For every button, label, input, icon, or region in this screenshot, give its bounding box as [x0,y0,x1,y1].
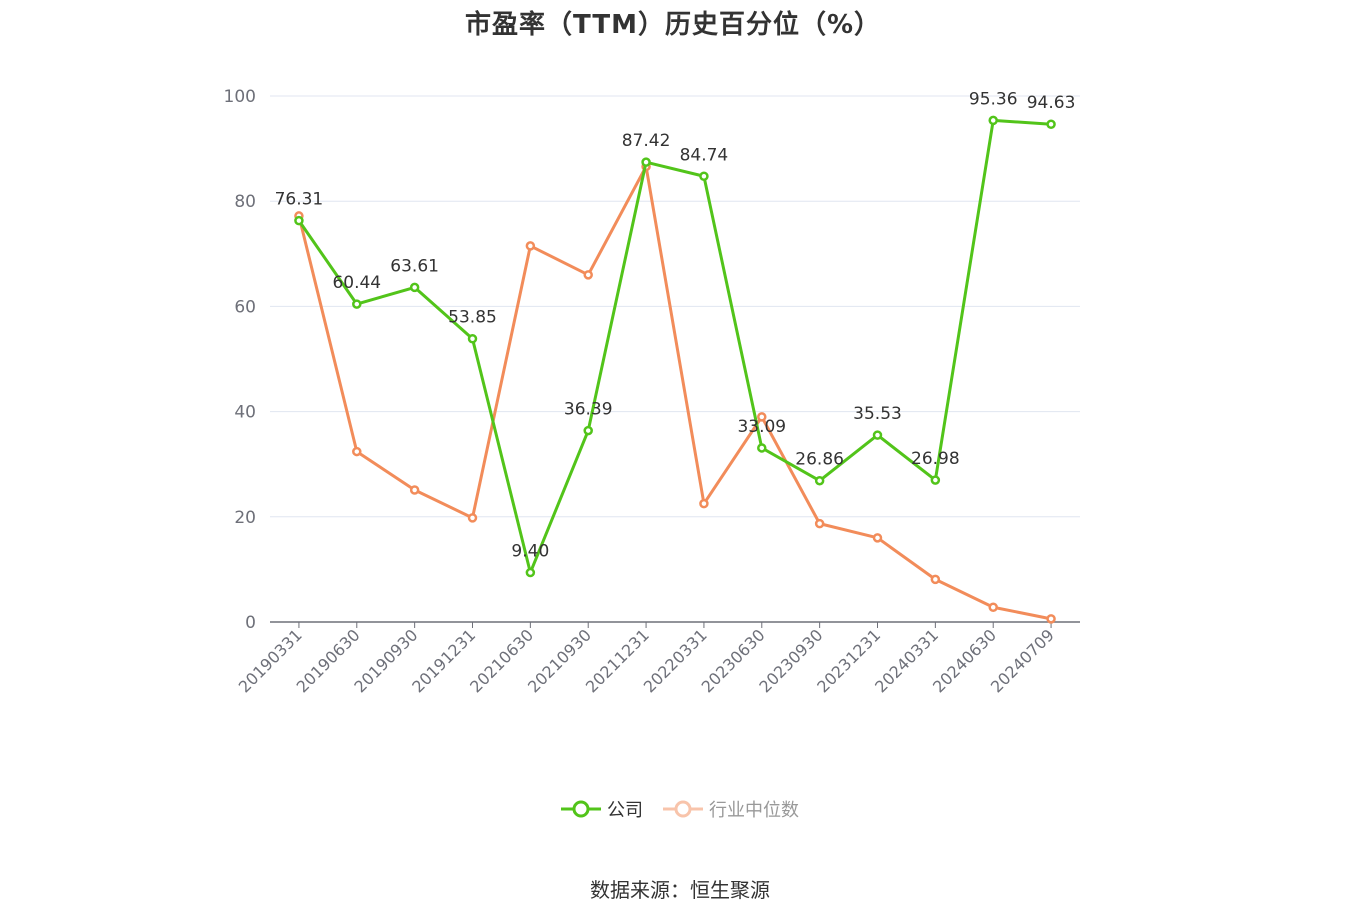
legend-company-marker-icon [561,800,601,818]
data-source-note: 数据来源：恒生聚源 [590,878,770,902]
company-point [525,567,536,578]
company-data-label: 26.98 [911,449,960,469]
industry-median-point [583,270,593,280]
company-data-label: 87.42 [622,131,671,151]
company-point [699,171,709,182]
company-data-label: 53.85 [448,308,497,328]
y-tick-label: 60 [234,297,256,317]
company-data-label: 9.40 [511,542,549,562]
company-data-label: 35.53 [853,404,902,424]
industry-median-point [814,518,825,529]
industry-median-point [930,574,941,585]
company-data-label: 26.86 [795,450,844,470]
chart-title: 市盈率（TTM）历史百分位（%） [465,10,881,40]
y-tick-label: 0 [245,613,256,633]
industry-median-point [352,446,362,457]
company-point [930,475,941,485]
company-point [294,215,304,226]
company-point [1046,119,1056,129]
company-point [467,333,478,344]
company-point [872,430,883,440]
y-tick-label: 80 [234,192,256,212]
industry-median-point [525,241,536,251]
company-data-label: 94.63 [1027,93,1076,113]
company-point [641,157,651,167]
company-data-label: 84.74 [680,145,729,165]
company-point [583,425,593,436]
company-data-label: 76.31 [275,190,324,210]
industry-median-point [988,602,998,613]
y-tick-label: 100 [224,87,256,107]
company-data-label: 95.36 [969,89,1018,109]
industry-median-point [467,513,478,523]
legend-item-industry-median[interactable]: 行业中位数 [663,796,799,822]
company-data-label: 36.39 [564,400,613,420]
company-point [988,115,998,126]
line-chart: 0204060801002019033120190630201909302019… [224,87,1080,696]
y-tick-label: 40 [234,403,256,423]
industry-median-point [1046,614,1056,624]
legend-item-company[interactable]: 公司 [561,796,643,822]
industry-median-point [872,533,883,543]
industry-median-series-line [297,164,1052,621]
legend-company-label: 公司 [607,800,643,821]
legend-industry-label: 行业中位数 [709,800,799,821]
company-data-label: 33.09 [737,417,786,437]
industry-median-point [757,412,767,422]
company-series-line [297,118,1052,575]
x-tick-label: 20240709 [987,625,1058,696]
company-point [814,475,825,486]
y-tick-label: 20 [234,508,256,528]
company-data-label: 63.61 [390,256,439,276]
legend-industry-marker-icon [663,800,703,818]
company-data-label: 60.44 [332,273,381,293]
company-point [409,282,420,293]
industry-median-point [409,485,420,495]
company-point [352,299,362,309]
industry-median-point [699,498,709,509]
chart-legend: 公司 行业中位数 [0,796,1360,822]
company-point [757,443,767,453]
